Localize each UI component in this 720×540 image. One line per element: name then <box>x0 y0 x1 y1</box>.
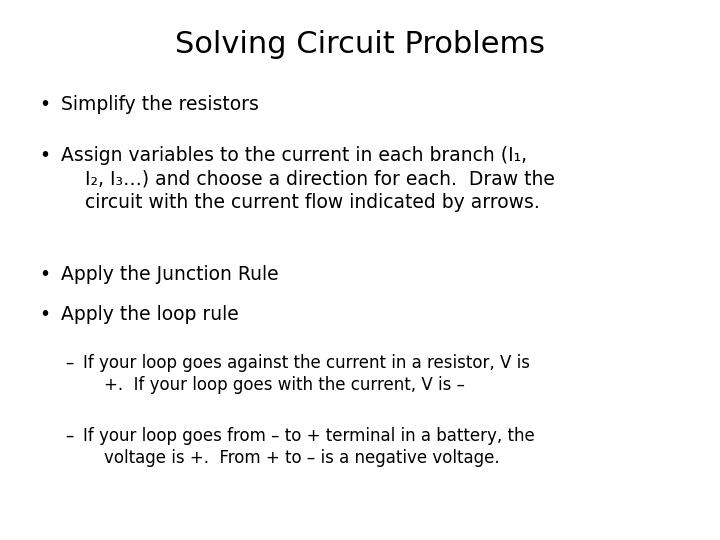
Text: Assign variables to the current in each branch (I₁,
    I₂, I₃…) and choose a di: Assign variables to the current in each … <box>61 146 555 212</box>
Text: Simplify the resistors: Simplify the resistors <box>61 94 259 113</box>
Text: Apply the Junction Rule: Apply the Junction Rule <box>61 265 279 284</box>
Text: –: – <box>65 354 73 372</box>
Text: Solving Circuit Problems: Solving Circuit Problems <box>175 30 545 59</box>
Text: •: • <box>40 146 50 165</box>
Text: •: • <box>40 305 50 324</box>
Text: –: – <box>65 427 73 444</box>
Text: •: • <box>40 94 50 113</box>
Text: If your loop goes from – to + terminal in a battery, the
    voltage is +.  From: If your loop goes from – to + terminal i… <box>83 427 534 467</box>
Text: Apply the loop rule: Apply the loop rule <box>61 305 239 324</box>
Text: •: • <box>40 265 50 284</box>
Text: If your loop goes against the current in a resistor, V is
    +.  If your loop g: If your loop goes against the current in… <box>83 354 530 394</box>
